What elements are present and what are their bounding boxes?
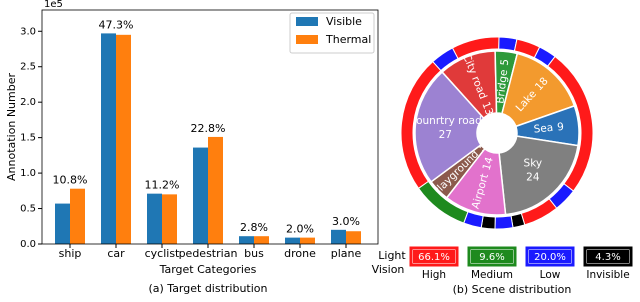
scene-label: Sea 9 bbox=[533, 121, 564, 136]
legend-value: 20.0% bbox=[534, 252, 566, 263]
scene-value: 9 bbox=[557, 121, 565, 134]
x-tick-label: drone bbox=[284, 247, 316, 260]
bar-annotation: 2.8% bbox=[240, 221, 268, 234]
bar-annotation: 2.0% bbox=[286, 223, 314, 236]
y-tick-label: 2.0 bbox=[20, 97, 36, 108]
legend-swatch-fill bbox=[471, 250, 513, 263]
legend-label: Medium bbox=[471, 269, 513, 281]
scene-value: 13 bbox=[479, 100, 495, 117]
y-offset-label: 1e5 bbox=[44, 0, 63, 10]
legend-title: Vision bbox=[372, 263, 405, 276]
legend-label: Thermal bbox=[325, 33, 371, 46]
y-tick-label: 2.5 bbox=[20, 62, 36, 73]
bar bbox=[239, 236, 254, 244]
scene-wedge bbox=[498, 135, 579, 216]
bar bbox=[193, 147, 208, 244]
legend-swatch bbox=[296, 35, 318, 44]
legend-value: 9.6% bbox=[479, 252, 504, 263]
scene-name: Sea bbox=[533, 122, 554, 136]
bar bbox=[346, 231, 361, 244]
legend-swatch-fill bbox=[529, 250, 571, 263]
legend-swatch bbox=[296, 17, 318, 26]
bar bbox=[285, 237, 300, 244]
bar-annotation: 47.3% bbox=[99, 18, 134, 31]
scene-value: 24 bbox=[526, 172, 540, 184]
bar bbox=[116, 34, 131, 245]
legend-value: 66.1% bbox=[418, 252, 450, 263]
x-tick-label: cyclist bbox=[145, 247, 180, 260]
bar bbox=[147, 193, 162, 244]
y-tick-label: 0.5 bbox=[20, 204, 36, 215]
legend-value: 4.3% bbox=[595, 252, 620, 263]
scene-name: Counrtry road bbox=[409, 115, 482, 127]
y-tick-label: 1.0 bbox=[20, 168, 36, 179]
x-tick-label: bus bbox=[244, 247, 264, 260]
scene-wedge bbox=[414, 71, 485, 183]
legend-label: Low bbox=[540, 269, 561, 281]
legend-label: High bbox=[422, 269, 446, 281]
scene-name: Sky bbox=[524, 158, 543, 170]
y-axis-label: Annotation Number bbox=[5, 73, 18, 181]
bar bbox=[254, 236, 269, 244]
bar bbox=[55, 203, 70, 244]
legend-swatch-fill bbox=[587, 250, 629, 263]
scene-label: Counrtry road 27 bbox=[409, 115, 482, 141]
bar bbox=[208, 136, 223, 244]
scene-value: 27 bbox=[439, 129, 452, 141]
bar bbox=[331, 229, 346, 244]
light-segment bbox=[498, 36, 518, 52]
y-tick-label: 0.0 bbox=[20, 239, 36, 250]
legend-swatch-fill bbox=[413, 250, 455, 263]
y-tick-label: 3.0 bbox=[20, 26, 36, 37]
axes-frame bbox=[41, 9, 379, 245]
bar-annotation: 3.0% bbox=[332, 215, 360, 228]
bar bbox=[300, 237, 315, 244]
x-tick-label: ship bbox=[59, 247, 82, 260]
x-axis-label: Target Categories bbox=[159, 263, 257, 276]
x-tick-label: car bbox=[107, 247, 125, 260]
caption: (a) Target distribution bbox=[148, 282, 267, 295]
bar-annotation: 10.8% bbox=[53, 174, 88, 187]
bar bbox=[70, 188, 85, 244]
x-tick-label: plane bbox=[331, 247, 362, 260]
bar bbox=[101, 33, 116, 245]
legend-label: Invisible bbox=[586, 269, 629, 281]
bar-annotation: 22.8% bbox=[191, 122, 226, 135]
bar bbox=[162, 194, 177, 244]
legend-label: Visible bbox=[326, 15, 362, 28]
light-segment bbox=[494, 215, 514, 230]
scene-value: 5 bbox=[499, 58, 512, 66]
light-segment bbox=[400, 60, 442, 189]
scene-value: 14 bbox=[481, 155, 496, 171]
legend-title: Light bbox=[378, 249, 406, 262]
scene-wedge bbox=[501, 52, 576, 128]
scene-label: Sky 24 bbox=[524, 158, 543, 184]
x-tick-label: pedestrian bbox=[179, 247, 238, 260]
bar-annotation: 11.2% bbox=[145, 179, 180, 192]
caption: (b) Scene distribution bbox=[453, 283, 572, 296]
y-tick-label: 1.5 bbox=[20, 133, 36, 144]
